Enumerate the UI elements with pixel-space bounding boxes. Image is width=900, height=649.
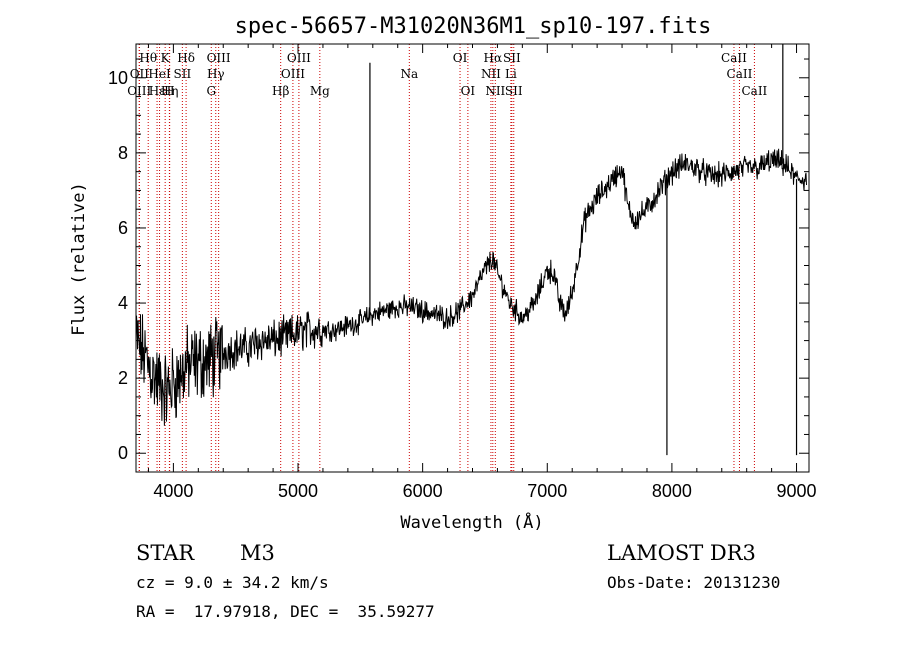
line-label: Hθ <box>139 51 157 65</box>
x-axis-label: Wavelength (Å) <box>400 511 543 533</box>
line-label: Hα <box>484 51 503 65</box>
x-tick-label: 8000 <box>652 481 692 501</box>
line-label: OIII <box>207 51 231 65</box>
x-tick-label: 6000 <box>403 481 443 501</box>
line-label: Na <box>400 67 418 81</box>
line-label: OI <box>453 51 468 65</box>
line-label: Hε <box>149 84 166 98</box>
line-label: Hη <box>161 84 179 98</box>
observation-date: Obs-Date: 20131230 <box>607 573 780 592</box>
line-label: OII <box>130 67 150 81</box>
line-label: OIII <box>281 67 305 81</box>
y-tick-label: 8 <box>118 143 128 163</box>
x-tick-label: 5000 <box>278 481 318 501</box>
line-label: OIII <box>127 84 151 98</box>
line-label: Mg <box>310 84 330 98</box>
sky-coordinates: RA = 17.97918, DEC = 35.59277 <box>136 602 435 621</box>
line-label: OI <box>461 84 476 98</box>
line-label: Li <box>505 67 517 81</box>
line-label: G <box>206 84 216 98</box>
y-tick-label: 6 <box>118 218 128 238</box>
survey-name: LAMOST DR3 <box>607 541 756 565</box>
y-tick-label: 4 <box>118 293 128 313</box>
line-label: NII <box>485 84 505 98</box>
line-label: Hγ <box>207 67 225 81</box>
y-tick-label: 2 <box>118 368 128 388</box>
line-label: HeI <box>148 67 171 81</box>
line-label: Hδ <box>177 51 195 65</box>
x-tick-label: 4000 <box>153 481 193 501</box>
line-label: CaII <box>741 84 767 98</box>
object-subclass: M3 <box>240 541 275 565</box>
object-class: STAR <box>136 541 195 565</box>
line-label: SII <box>174 67 192 81</box>
line-label: OIII <box>287 51 311 65</box>
spectrum-line <box>135 148 807 426</box>
spectrum-series <box>135 44 807 456</box>
x-tick-label: 7000 <box>527 481 567 501</box>
line-label: K <box>161 51 171 65</box>
y-axis-ticks: 0 2 4 6 8 10 <box>108 58 809 463</box>
line-label: Hβ <box>272 84 289 98</box>
line-label: CaII <box>727 67 753 81</box>
x-tick-label: 9000 <box>777 481 817 501</box>
y-tick-label: 0 <box>118 443 128 463</box>
line-label: NII <box>481 67 501 81</box>
x-axis-ticks: 4000 5000 6000 7000 8000 9000 <box>147 44 817 501</box>
line-label: SII <box>503 51 521 65</box>
redshift-velocity: cz = 9.0 ± 34.2 km/s <box>136 573 329 592</box>
y-tick-label: 10 <box>108 68 128 88</box>
line-label: SII <box>505 84 523 98</box>
line-label: H <box>164 84 174 98</box>
line-label: CaII <box>721 51 747 65</box>
chart-title: spec-56657-M31020N36M1_sp10-197.fits <box>235 14 712 39</box>
y-axis-label: Flux (relative) <box>69 182 89 336</box>
